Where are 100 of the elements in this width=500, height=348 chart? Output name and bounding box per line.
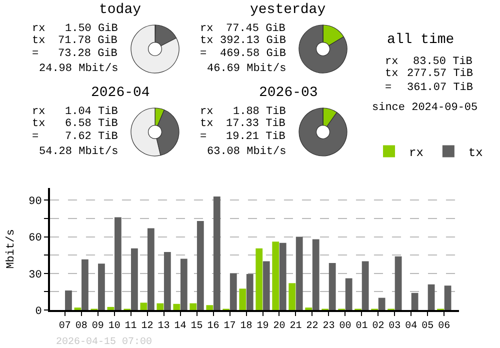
bar	[362, 261, 369, 310]
bar	[196, 220, 204, 310]
bar	[173, 304, 180, 310]
text: 83.50 TiB	[413, 56, 473, 68]
y-tick-label: 90	[28, 196, 42, 208]
bar	[107, 306, 114, 310]
bar	[411, 292, 418, 310]
text: since 2024-09-05	[372, 102, 478, 114]
text: 277.57 TiB	[407, 68, 474, 80]
x-tick-label: 07	[58, 321, 71, 332]
x-tick-label: 17	[224, 321, 236, 332]
chart-title: yesterday	[250, 2, 326, 18]
text: tx	[385, 68, 399, 80]
donut-slice	[298, 108, 348, 156]
text: tx	[32, 118, 46, 130]
bar	[328, 263, 336, 310]
text: 6.58 TiB	[65, 118, 118, 130]
text: tx	[200, 118, 214, 130]
x-tick-label: 05	[422, 321, 434, 332]
bar	[130, 248, 138, 310]
x-tick-label: 11	[124, 321, 137, 332]
text: 17.33 TiB	[226, 118, 286, 130]
bar	[262, 261, 270, 310]
x-tick-label: 16	[207, 321, 220, 332]
y-tick-label: 0	[35, 306, 42, 318]
bar	[288, 283, 296, 310]
x-tick-label: 10	[108, 321, 120, 332]
text: tx	[200, 35, 214, 47]
text: 1.50 GiB	[65, 23, 118, 35]
text: 7.62 TiB	[65, 131, 118, 143]
bar	[444, 286, 452, 310]
text: 77.45 GiB	[226, 23, 286, 35]
x-tick-label: 09	[92, 321, 104, 332]
bar	[156, 303, 164, 310]
x-tick-label: 20	[273, 321, 286, 332]
text: =	[200, 131, 207, 143]
text: 361.07 TiB	[407, 82, 474, 94]
text: =	[32, 48, 39, 60]
bar	[180, 258, 188, 310]
x-tick-label: 08	[75, 321, 88, 332]
text: =	[200, 48, 207, 60]
text: 73.28 GiB	[58, 48, 118, 60]
text: rx	[200, 106, 214, 118]
bar	[296, 236, 303, 310]
bar	[140, 302, 148, 310]
x-tick-label: 13	[158, 321, 170, 332]
bar	[147, 228, 154, 310]
bar	[206, 305, 214, 310]
bar	[378, 298, 386, 310]
bar	[279, 242, 286, 310]
chart-title: 2026-04	[91, 85, 150, 101]
bar	[312, 239, 320, 310]
text: 1.88 TiB	[233, 106, 286, 118]
chart-title: today	[99, 2, 142, 18]
x-tick-label: 04	[405, 321, 418, 332]
x-tick-label: 03	[388, 321, 401, 332]
text: 469.58 GiB	[220, 48, 286, 60]
x-tick-label: 22	[306, 321, 318, 332]
bar	[82, 259, 88, 310]
y-axis-title: Mbit/s	[6, 229, 18, 269]
x-tick-label: 00	[339, 321, 352, 332]
y-tick-label: 30	[28, 269, 42, 282]
text: all time	[387, 32, 454, 48]
text: =	[385, 82, 392, 94]
x-tick-label: 02	[372, 321, 384, 332]
x-tick-label: 01	[356, 321, 368, 332]
bar	[65, 290, 72, 310]
x-tick-label: 19	[256, 321, 269, 332]
chart-title: 2026-03	[259, 85, 318, 101]
text: 24.98 Mbit/s	[39, 63, 118, 75]
legend-label: rx	[409, 146, 424, 160]
bar	[164, 252, 171, 310]
text: 54.28 Mbit/s	[39, 146, 118, 158]
text: 46.69 Mbit/s	[207, 63, 286, 75]
text: 1.04 TiB	[65, 106, 118, 118]
text: =	[32, 131, 39, 143]
donut-slice	[298, 24, 348, 74]
x-tick-label: 15	[190, 321, 203, 332]
text: tx	[32, 35, 46, 47]
x-tick-label: 06	[438, 321, 450, 332]
text: rx	[32, 23, 46, 35]
y-tick-label: 60	[28, 232, 42, 245]
text: rx	[385, 56, 399, 68]
x-tick-label: 12	[141, 321, 154, 332]
x-tick-label: 18	[240, 321, 252, 332]
text: rx	[200, 23, 214, 35]
text: 71.78 GiB	[58, 35, 118, 47]
bar	[256, 248, 263, 310]
bar	[114, 217, 122, 310]
bar	[230, 273, 237, 310]
bar	[272, 242, 280, 310]
legend-label: tx	[468, 146, 483, 160]
bar	[428, 284, 435, 310]
text: 63.08 Mbit/s	[207, 146, 286, 158]
bar	[394, 256, 402, 310]
text: 19.21 TiB	[226, 131, 286, 143]
bar	[345, 278, 352, 310]
bar	[98, 264, 105, 310]
text: 392.13 GiB	[220, 35, 286, 47]
bar	[190, 303, 197, 310]
